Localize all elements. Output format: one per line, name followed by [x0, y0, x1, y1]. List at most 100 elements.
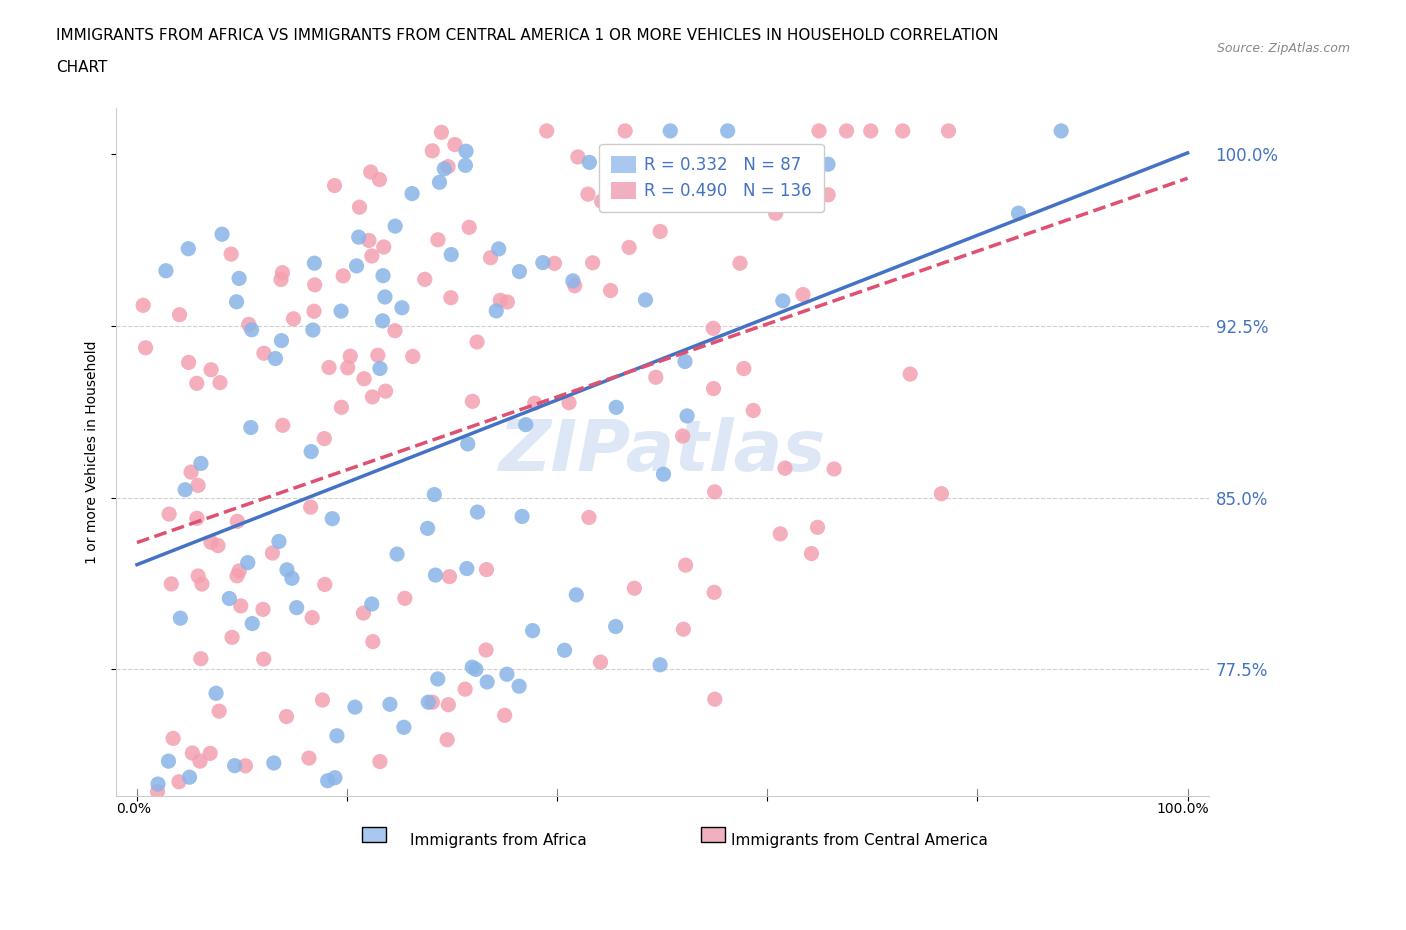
- Point: [413, 272, 436, 286]
- Point: [238, 317, 260, 332]
- Text: Immigrants from Africa: Immigrants from Africa: [411, 833, 586, 848]
- Point: [323, 770, 346, 785]
- Point: [302, 304, 325, 319]
- Point: [510, 509, 533, 524]
- Point: [728, 256, 751, 271]
- Point: [444, 137, 467, 152]
- Point: [267, 534, 290, 549]
- Point: [823, 461, 845, 476]
- Point: [235, 758, 257, 773]
- Point: [160, 577, 183, 591]
- Point: [650, 224, 672, 239]
- Point: [298, 751, 321, 765]
- Point: [416, 521, 439, 536]
- Point: [536, 124, 558, 139]
- Point: [200, 535, 222, 550]
- Point: [440, 290, 463, 305]
- Point: [429, 175, 451, 190]
- Point: [361, 634, 384, 649]
- Point: [301, 610, 323, 625]
- Point: [360, 596, 382, 611]
- Point: [425, 567, 447, 582]
- Point: [226, 514, 249, 529]
- Point: [437, 698, 460, 712]
- Point: [177, 241, 200, 256]
- Point: [190, 456, 212, 471]
- Point: [496, 295, 519, 310]
- Legend: R = 0.332   N = 87, R = 0.490   N = 136: R = 0.332 N = 87, R = 0.490 N = 136: [599, 144, 824, 212]
- Point: [330, 400, 353, 415]
- Point: [554, 643, 576, 658]
- Point: [326, 728, 349, 743]
- Point: [162, 731, 184, 746]
- Point: [285, 600, 308, 615]
- Point: [228, 564, 250, 578]
- Point: [508, 264, 530, 279]
- Point: [283, 312, 305, 326]
- Point: [336, 360, 359, 375]
- Point: [672, 429, 695, 444]
- Point: [464, 662, 486, 677]
- Point: [817, 187, 839, 202]
- Text: Immigrants from Central America: Immigrants from Central America: [731, 833, 987, 848]
- Point: [676, 408, 699, 423]
- Point: [271, 265, 294, 280]
- Point: [226, 568, 249, 583]
- Point: [475, 643, 498, 658]
- Point: [224, 800, 246, 815]
- Point: [339, 349, 361, 364]
- Point: [402, 349, 425, 364]
- Point: [174, 483, 197, 498]
- Point: [702, 381, 724, 396]
- Point: [725, 156, 748, 171]
- Point: [578, 155, 600, 170]
- Point: [673, 354, 696, 369]
- Point: [1007, 206, 1029, 220]
- Point: [488, 242, 510, 257]
- Point: [384, 324, 406, 339]
- Point: [229, 598, 252, 613]
- Point: [808, 124, 831, 139]
- Point: [717, 124, 740, 139]
- Text: 100.0%: 100.0%: [1156, 803, 1209, 817]
- Point: [426, 671, 449, 686]
- Point: [187, 478, 209, 493]
- Point: [623, 580, 645, 595]
- Point: [360, 165, 382, 179]
- Point: [135, 340, 157, 355]
- Point: [262, 546, 284, 561]
- FancyBboxPatch shape: [361, 827, 385, 843]
- Point: [343, 699, 366, 714]
- Point: [454, 144, 477, 159]
- Point: [703, 692, 725, 707]
- Point: [360, 248, 382, 263]
- Point: [461, 659, 484, 674]
- Point: [281, 571, 304, 586]
- Point: [157, 507, 180, 522]
- Point: [605, 619, 627, 634]
- Point: [330, 304, 353, 319]
- Point: [169, 611, 191, 626]
- Point: [367, 348, 389, 363]
- Point: [352, 605, 374, 620]
- Point: [332, 269, 354, 284]
- Point: [191, 577, 214, 591]
- Point: [703, 485, 725, 499]
- Point: [270, 333, 292, 348]
- Point: [769, 526, 792, 541]
- Point: [357, 233, 380, 248]
- Point: [392, 720, 415, 735]
- Point: [391, 300, 413, 315]
- Point: [582, 256, 605, 271]
- Point: [614, 124, 637, 139]
- Point: [636, 192, 658, 206]
- Point: [578, 510, 600, 525]
- Point: [323, 179, 346, 193]
- Point: [347, 230, 370, 245]
- Point: [270, 272, 292, 287]
- Point: [271, 418, 294, 432]
- Point: [142, 800, 165, 815]
- Point: [384, 219, 406, 233]
- Point: [792, 287, 814, 302]
- Point: [599, 283, 621, 298]
